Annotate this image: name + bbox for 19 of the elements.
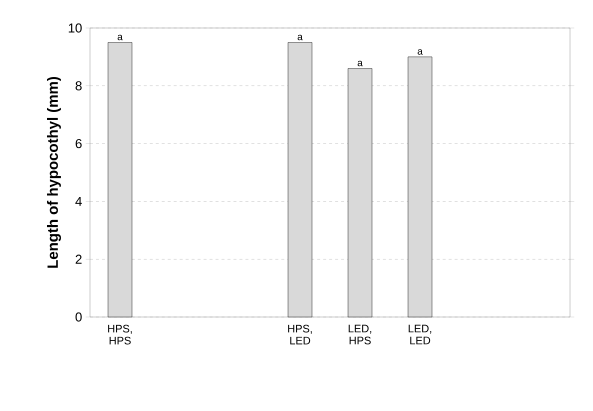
annotation: a <box>358 60 363 66</box>
x-tick-label: LED, HPS <box>348 324 372 344</box>
bar <box>108 42 132 318</box>
annotation: a <box>298 34 303 40</box>
y-tick-label: 10 <box>68 23 82 33</box>
y-axis-title: Length of hypocothyl (mm) <box>46 76 61 268</box>
x-tick-label: LED, LED <box>408 324 432 344</box>
x-tick-label: HPS, HPS <box>108 324 132 344</box>
annotation: a <box>418 49 423 55</box>
y-tick-label: 2 <box>76 254 82 264</box>
x-tick-label: HPS, LED <box>288 324 312 344</box>
y-tick-label: 8 <box>76 81 82 90</box>
annotation: a <box>118 34 123 40</box>
y-tick-label: 0 <box>76 312 82 322</box>
bar <box>348 68 372 318</box>
bar <box>288 42 312 318</box>
y-tick-label: 6 <box>76 139 82 148</box>
y-tick-label: 4 <box>75 196 82 206</box>
bar <box>408 56 432 318</box>
